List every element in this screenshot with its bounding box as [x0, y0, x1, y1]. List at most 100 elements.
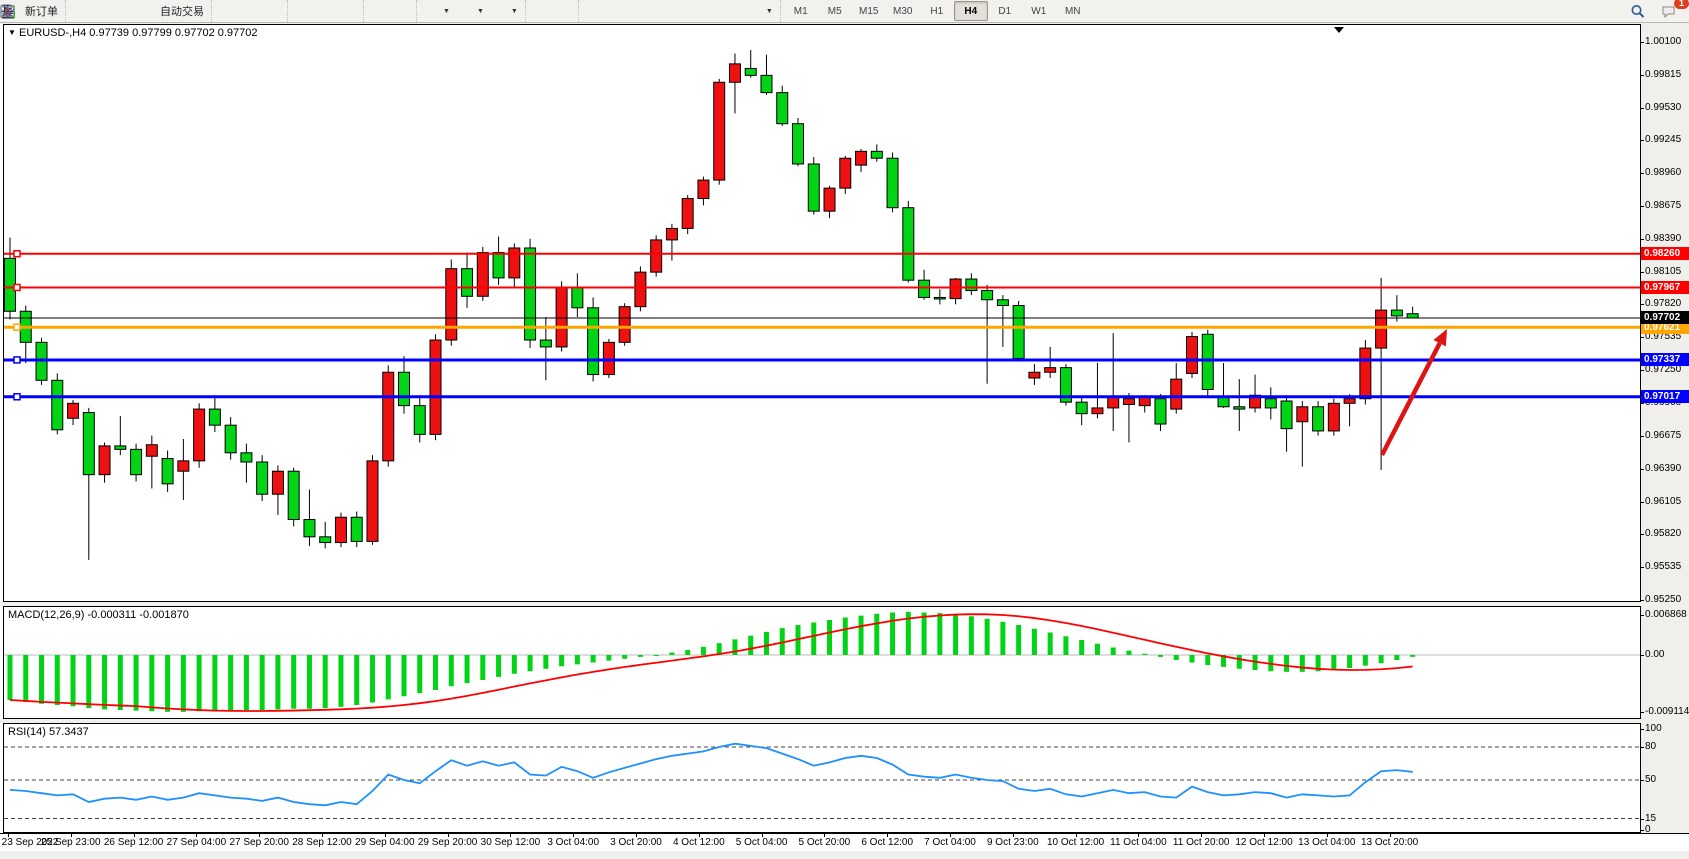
- search-button[interactable]: [1629, 1, 1652, 21]
- candle-body: [67, 402, 80, 419]
- macd-histogram-bar: [811, 622, 817, 655]
- candle-body: [1091, 407, 1104, 415]
- chevron-down-icon[interactable]: ▼: [510, 7, 518, 15]
- rsi-panel[interactable]: [0, 723, 1641, 833]
- macd-histogram-bar: [133, 655, 139, 711]
- line-chart-button[interactable]: [1, 1, 284, 21]
- timeframe-d1[interactable]: D1: [998, 5, 1012, 17]
- timeframe-h4[interactable]: H4: [953, 1, 988, 21]
- fibonacci-button[interactable]: F: [2, 1, 697, 21]
- new-order-button-label: 新订单: [25, 6, 58, 18]
- arrows-button[interactable]: ▼: [3, 1, 777, 21]
- candle-body: [1359, 347, 1372, 400]
- candle-body: [130, 448, 143, 476]
- line-chart-icon: [1, 4, 280, 19]
- macd-histogram-bar: [433, 655, 439, 690]
- templates-button[interactable]: ▼: [1, 1, 522, 21]
- price-axis[interactable]: 1.00100 0.99815 0.99530 0.99245 0.98960 0.986…: [1641, 24, 1689, 605]
- metaquotes-button[interactable]: [1, 1, 92, 21]
- macd-histogram-bar: [637, 655, 643, 657]
- macd-histogram-bar: [259, 655, 265, 710]
- text-label-button[interactable]: T: [1, 1, 743, 21]
- line-handle[interactable]: [13, 283, 21, 292]
- chevron-down-icon[interactable]: ▼: [443, 7, 450, 15]
- macd-panel[interactable]: [0, 606, 1641, 719]
- macd-histogram-bar: [1047, 632, 1053, 655]
- timeframe-w1[interactable]: W1: [1031, 5, 1047, 17]
- macd-histogram-bar: [574, 655, 580, 665]
- price-axis-tick: 0.97820: [1641, 298, 1681, 309]
- line-handle[interactable]: [13, 249, 21, 258]
- candle-body: [382, 371, 395, 462]
- macd-histogram-bar: [1410, 655, 1416, 657]
- macd-histogram-bar: [543, 655, 549, 669]
- macd-histogram-bar: [149, 655, 155, 712]
- macd-histogram-bar: [86, 655, 92, 709]
- channel-button[interactable]: E: [0, 1, 674, 21]
- price-level-badge: 0.97017: [1641, 390, 1689, 404]
- vline-button[interactable]: [7, 1, 605, 21]
- crosshair-button[interactable]: [2, 1, 575, 21]
- rsi-axis-tick: 0: [1641, 824, 1651, 835]
- new-chart-icon: [0, 4, 439, 19]
- candle-body: [902, 207, 915, 281]
- bar-chart-button[interactable]: [2, 1, 238, 21]
- toolbar-group: [2, 0, 416, 22]
- time-axis[interactable]: 23 Sep 2022 25 Sep 23:00 26 Sep 12:00 27 Se…: [0, 833, 1689, 852]
- candle-chart-button[interactable]: [2, 1, 261, 21]
- open-chart-button[interactable]: [0, 1, 115, 21]
- candle-body: [996, 299, 1009, 307]
- trendline-button[interactable]: [1, 1, 651, 21]
- cursor-button[interactable]: [4, 1, 552, 21]
- timeframe-mn[interactable]: MN: [1064, 5, 1081, 17]
- chevron-down-icon[interactable]: ▼: [765, 7, 773, 15]
- timeframe-m5[interactable]: M5: [827, 5, 842, 17]
- price-chart[interactable]: [0, 24, 1641, 602]
- zoom-in-button[interactable]: [1, 1, 314, 21]
- candle-body: [1075, 401, 1088, 415]
- autotrading-button[interactable]: 自动交易: [1, 1, 208, 21]
- price-axis-tick: 0.98105: [1641, 266, 1681, 277]
- line-handle[interactable]: [13, 356, 21, 364]
- toolbar-group: [0, 0, 363, 22]
- arrow-annotation-line[interactable]: [1380, 342, 1442, 457]
- macd-histogram-bar: [417, 655, 423, 694]
- candle-body: [1312, 406, 1325, 432]
- notifications-button[interactable]: 1: [1660, 0, 1689, 21]
- chart-shift-button[interactable]: [2, 1, 413, 21]
- autoscroll-button[interactable]: [2, 1, 390, 21]
- timeframe-m30[interactable]: M30: [893, 5, 913, 17]
- candle-body: [1170, 378, 1183, 410]
- time-axis-tick-mark: [259, 834, 261, 837]
- timeframe-m1[interactable]: M1: [793, 5, 808, 17]
- price-level-badge: 0.98260: [1641, 247, 1689, 261]
- candle-body: [744, 67, 757, 76]
- candle-body: [681, 197, 694, 229]
- macd-histogram-bar: [1079, 640, 1085, 655]
- hline-button[interactable]: [1, 1, 628, 21]
- periods-button[interactable]: ▼: [0, 1, 488, 21]
- price-axis-tick: 0.99245: [1641, 134, 1681, 145]
- macd-histogram-bar: [937, 613, 943, 655]
- chart-menu-icon[interactable]: ▼: [8, 28, 16, 37]
- timeframe-h1[interactable]: H1: [930, 5, 944, 17]
- arrow-annotation-head[interactable]: [1433, 329, 1447, 347]
- macd-histogram-bar: [448, 655, 454, 687]
- candle-body: [728, 63, 741, 83]
- candle-body: [208, 408, 221, 426]
- timeframe-m15[interactable]: M15: [859, 5, 879, 17]
- line-handle[interactable]: [13, 393, 21, 401]
- price-level-badge: 0.97967: [1641, 280, 1689, 294]
- signals-button[interactable]: [1, 1, 138, 21]
- new-chart-button[interactable]: ▼: [0, 1, 454, 21]
- line-handle[interactable]: [13, 323, 21, 332]
- macd-rsi-splitter[interactable]: [0, 719, 1689, 723]
- fibonacci-icon: F: [2, 4, 693, 19]
- chart-macd-splitter[interactable]: [0, 602, 1689, 606]
- time-axis-tick-mark: [636, 834, 637, 837]
- zoom-out-button[interactable]: [1, 1, 337, 21]
- chevron-down-icon[interactable]: ▼: [476, 7, 484, 15]
- text-button[interactable]: A: [4, 1, 720, 21]
- tile-windows-button[interactable]: [0, 1, 360, 21]
- chart-shift-marker[interactable]: [1334, 27, 1344, 33]
